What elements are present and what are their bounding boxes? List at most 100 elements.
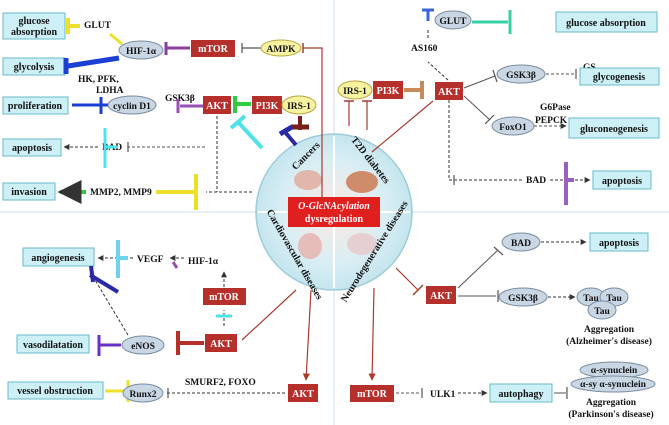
lung-icon [294,170,322,190]
proliferation-label: proliferation [8,101,63,112]
vessel-obstruction-box [7,381,104,400]
vegf-label: VEGF [137,255,164,265]
t2d-gsk3b-ellipse [496,64,546,84]
tau-ellipse-3 [587,300,617,320]
neuro-mtor-label: mTOR [357,389,388,400]
vasodilatation-box [16,334,90,354]
synuclein-label-2: α-sy α-synuclein [580,380,646,390]
akt-label: AKT [206,101,228,112]
tau-label-3: Tau [594,307,610,317]
invasion-box [2,182,56,201]
t2d-irs1-ellipse [337,80,373,100]
ampk-ellipse [260,39,302,57]
brain-icon [347,233,377,255]
glut-label: GLUT [84,21,112,31]
neuro-bad-ellipse [501,232,541,252]
gluconeogenesis-box [568,117,660,139]
synuclein-label-1: α-synuclein [591,366,638,376]
gluconeogenesis-label: gluconeogenesis [580,124,648,135]
neuro-quadrant: BAD apoptosis AKT GSK3β Tau Tau Tau Aggr… [350,232,656,420]
pi3k-box [252,96,282,114]
tau-label-1: Tau [583,294,599,304]
t2d-apoptosis-box [592,170,652,190]
enzymes-label-2: LDHA [96,86,124,96]
runx2-label: Runx2 [130,390,157,400]
proliferation-box [2,96,69,115]
neuro-bad-label: BAD [511,239,531,249]
gsk3b-label: GSK3β [165,94,195,104]
liver-icon [346,171,378,193]
tau-label-2: Tau [606,294,622,304]
apoptosis-box [2,138,62,157]
neuro-apoptosis-box [589,232,649,252]
heart-icon [298,233,322,259]
t2d-glucose-absorption-label: glucose absorption [566,18,646,29]
synuclein-ellipse-2 [570,375,656,393]
pi3k-label: PI3K [256,101,279,112]
t2d-irs1-label: IRS-1 [343,87,367,97]
glucose-absorption-box [2,12,66,40]
glycogenesis-box [579,67,660,86]
neuro-gsk3b-label: GSK3β [508,294,538,304]
g6pase-label: G6Pase [540,103,571,113]
glucose-absorption-label-2: absorption [11,27,58,38]
angiogenesis-label: angiogenesis [31,253,84,264]
vessel-obstruction-label: vessel obstruction [17,386,93,397]
irs1-ellipse [281,95,317,115]
t2d-apoptosis-label: apoptosis [602,176,642,187]
t2d-akt-box [435,82,463,100]
cancer-quadrant: glucose absorption glycolysis proliferat… [2,12,323,210]
cardio-akt2-label: AKT [292,389,314,400]
cyclin-d1-label: cyclin D1 [113,102,151,112]
vasodilatation-label: vasodilatation [23,340,83,351]
t2d-gsk3b-label: GSK3β [506,71,536,81]
glucose-absorption-label-1: glucose [18,16,50,27]
hif1a-ellipse [118,40,164,60]
alzheimer-aggregation-label: Aggregation [584,325,635,335]
center-title: O-GlcNAcylation [298,201,370,212]
runx2-ellipse [122,383,164,403]
enzymes-label-1: HK, PFK, [78,75,120,85]
mtor-box [191,40,235,57]
parkinson-label: (Parkinson's disease) [568,409,653,420]
t2d-pi3k-box [373,81,403,99]
invasion-label: invasion [11,187,47,198]
t2d-akt-label: AKT [438,87,460,98]
mmp-label: MMP2, MMP9 [90,188,152,198]
akt-box [203,96,231,114]
t2d-glucose-absorption-box [555,11,658,33]
enos-label: eNOS [131,342,155,352]
enos-ellipse [121,335,165,355]
hif1a-label: HIF-1α [126,47,157,57]
cardio-akt2-box [288,384,318,402]
cardio-quadrant: angiogenesis VEGF HIF-1α mTOR AKT vasodi… [7,240,318,403]
center-subtitle: dysregulation [305,214,364,225]
cardio-mtor-box [203,288,246,305]
t2d-bad-label: BAD [526,176,546,186]
autophagy-label: autophagy [498,389,543,400]
center-label-box [288,197,380,227]
neuro-mtor-box [350,385,394,402]
autophagy-box [489,383,553,403]
cardio-akt-label: AKT [210,339,232,350]
irs1-label: IRS-1 [287,102,311,112]
foxo1-label: FoxO1 [499,123,527,133]
ampk-label: AMPK [266,45,296,55]
angiogenesis-box [22,247,95,267]
glycolysis-label: glycolysis [14,62,55,73]
neuro-akt-label: AKT [430,291,452,302]
mtor-label: mTOR [198,44,229,55]
neuro-akt-box [426,286,456,304]
neuro-gsk3b-ellipse [498,287,548,307]
center-hub: O-GlcNAcylation dysregulation Cancers T2… [255,133,413,304]
cardio-mtor-label: mTOR [209,292,240,303]
apoptosis-label: apoptosis [12,143,52,154]
t2d-quadrant: GLUT glucose absorption AS160 IRS-1 PI3K… [337,8,660,205]
pepck-label: PEPCK [535,116,568,126]
cardio-akt-box [205,334,237,352]
neuro-apoptosis-label: apoptosis [599,238,639,249]
t2d-glut-label: GLUT [440,17,468,27]
ulk1-label: ULK1 [430,390,456,400]
